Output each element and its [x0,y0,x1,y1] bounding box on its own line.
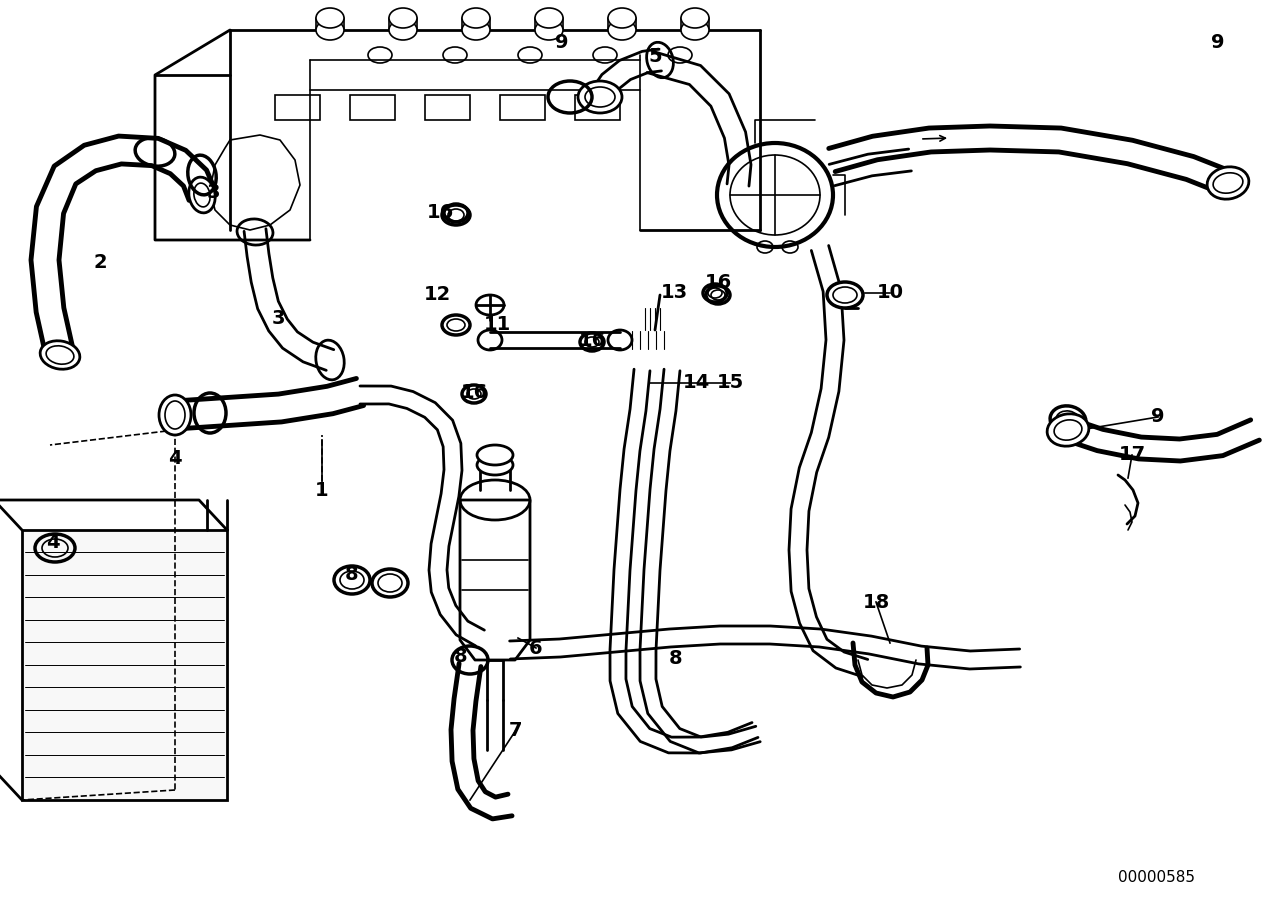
Ellipse shape [535,8,563,28]
Ellipse shape [462,8,489,28]
Text: 15: 15 [716,373,743,392]
Text: 18: 18 [863,592,890,612]
Ellipse shape [462,20,489,40]
Ellipse shape [158,395,191,435]
Ellipse shape [578,81,622,113]
Bar [276,95,319,120]
Text: 8: 8 [670,649,683,668]
Text: 14: 14 [683,373,710,392]
Ellipse shape [40,340,80,369]
Text: 4: 4 [46,533,59,552]
Ellipse shape [535,20,563,40]
Text: 3: 3 [272,308,285,328]
Text: 00000585: 00000585 [1118,871,1195,885]
Text: 10: 10 [877,284,903,302]
Bar [574,95,620,120]
Text: 17: 17 [1118,446,1145,464]
Text: 1: 1 [316,480,328,500]
Text: 13: 13 [661,284,688,302]
Text: 5: 5 [648,47,662,66]
Text: 16: 16 [426,204,453,223]
Ellipse shape [189,177,215,213]
Ellipse shape [1047,414,1088,446]
Ellipse shape [477,445,513,465]
Text: 9: 9 [1151,408,1164,427]
Ellipse shape [608,20,636,40]
Text: 12: 12 [424,286,451,305]
Text: 2: 2 [93,254,107,272]
Bar [22,530,227,800]
Bar [500,95,545,120]
Text: 8: 8 [345,564,359,583]
Ellipse shape [827,282,863,308]
Text: 6: 6 [529,639,542,658]
Text: 7: 7 [509,721,523,740]
Ellipse shape [681,8,708,28]
Text: 16: 16 [460,382,488,401]
Ellipse shape [1207,167,1249,199]
Text: 9: 9 [555,33,569,52]
Text: 16: 16 [578,330,605,349]
Text: 16: 16 [705,274,732,292]
Text: 8: 8 [455,648,468,666]
Text: 3: 3 [206,184,220,203]
Ellipse shape [681,20,708,40]
Ellipse shape [316,8,344,28]
Bar [425,95,470,120]
Ellipse shape [389,8,417,28]
Ellipse shape [389,20,417,40]
Ellipse shape [477,455,513,475]
Text: 11: 11 [483,316,510,335]
Bar [350,95,395,120]
Ellipse shape [316,20,344,40]
Ellipse shape [608,8,636,28]
Text: 4: 4 [169,449,182,468]
Text: 9: 9 [1211,33,1225,52]
